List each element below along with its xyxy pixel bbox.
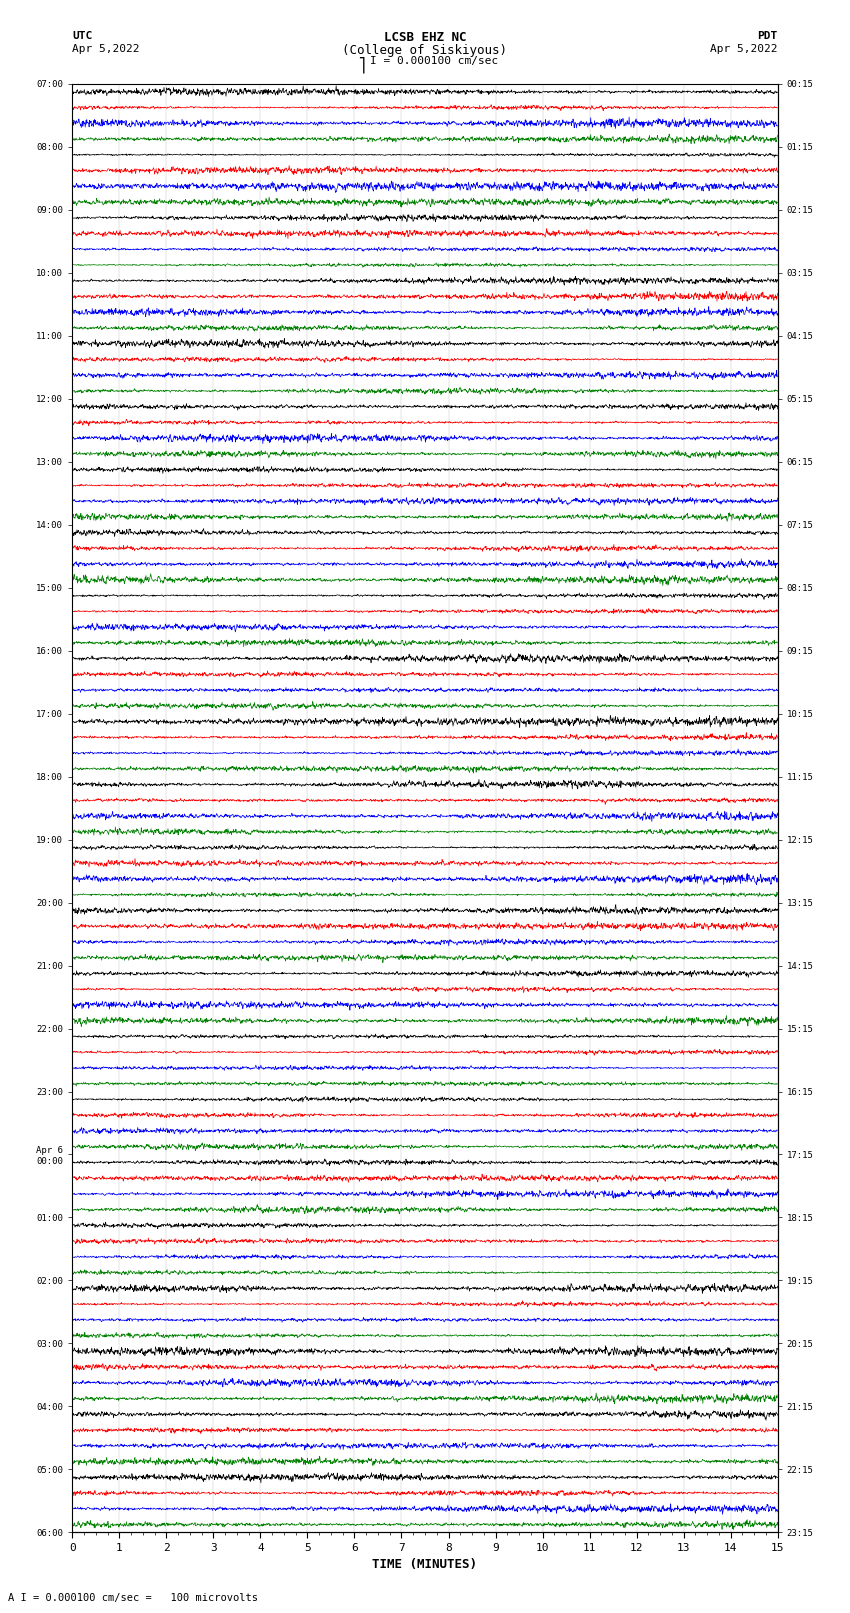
Text: I = 0.000100 cm/sec: I = 0.000100 cm/sec	[370, 56, 498, 66]
Text: PDT: PDT	[757, 31, 778, 40]
Text: (College of Siskiyous): (College of Siskiyous)	[343, 44, 507, 56]
Text: Apr 5,2022: Apr 5,2022	[72, 44, 139, 53]
Text: Apr 5,2022: Apr 5,2022	[711, 44, 778, 53]
Text: LCSB EHZ NC: LCSB EHZ NC	[383, 31, 467, 44]
X-axis label: TIME (MINUTES): TIME (MINUTES)	[372, 1558, 478, 1571]
Text: UTC: UTC	[72, 31, 93, 40]
Text: A I = 0.000100 cm/sec =   100 microvolts: A I = 0.000100 cm/sec = 100 microvolts	[8, 1594, 258, 1603]
Text: ⎤: ⎤	[357, 56, 366, 73]
